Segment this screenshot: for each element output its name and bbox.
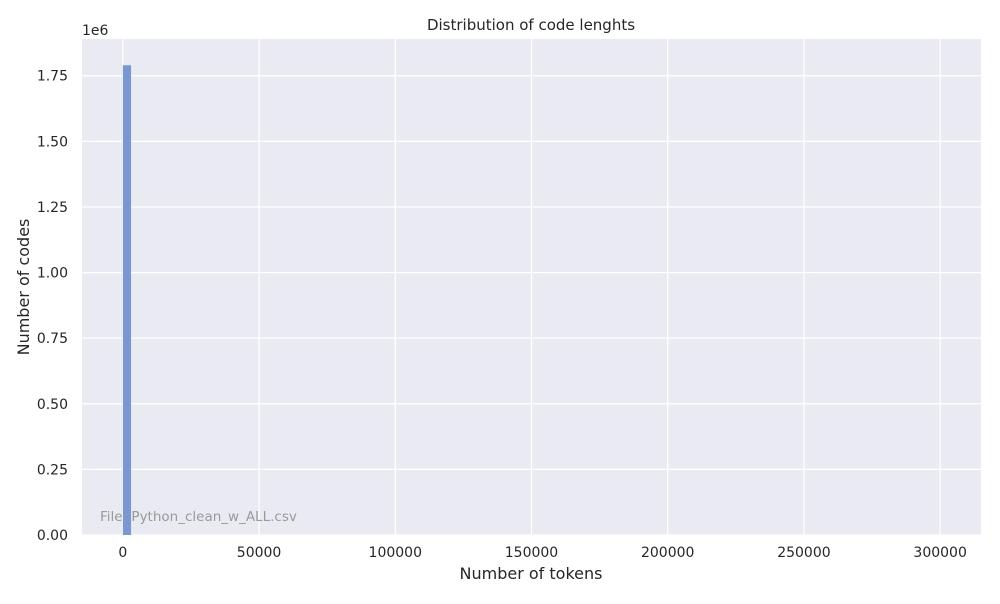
x-tick-label: 250000 [777,545,830,561]
y-tick-labels: 0.00 0.25 0.50 0.75 1.00 1.25 1.50 1.75 [37,69,68,544]
y-axis-label: Number of codes [14,219,33,356]
x-tick-label: 200000 [641,545,694,561]
x-axis-label: Number of tokens [460,564,603,583]
y-tick-label: 1.75 [37,69,68,85]
x-tick-label: 0 [118,545,127,561]
y-tick-label: 1.25 [37,200,68,216]
x-tick-labels: 0 50000 100000 150000 200000 250000 300000 [118,545,966,561]
histogram-bar [122,65,132,536]
chart-title: Distribution of code lenghts [427,16,635,34]
y-tick-label: 1.00 [37,266,68,282]
y-axis-offset-label: 1e6 [82,23,109,39]
bars [122,65,132,536]
y-tick-label: 0.25 [37,462,68,478]
y-tick-label: 0.75 [37,331,68,347]
x-tick-label: 50000 [237,545,282,561]
y-tick-label: 1.50 [37,134,68,150]
grid-lines [82,39,981,536]
y-tick-label: 0.00 [37,528,68,544]
x-tick-label: 150000 [505,545,558,561]
x-tick-label: 300000 [913,545,966,561]
y-tick-label: 0.50 [37,397,68,413]
file-annotation: File: Python_clean_w_ALL.csv [100,509,297,525]
x-tick-label: 100000 [369,545,422,561]
